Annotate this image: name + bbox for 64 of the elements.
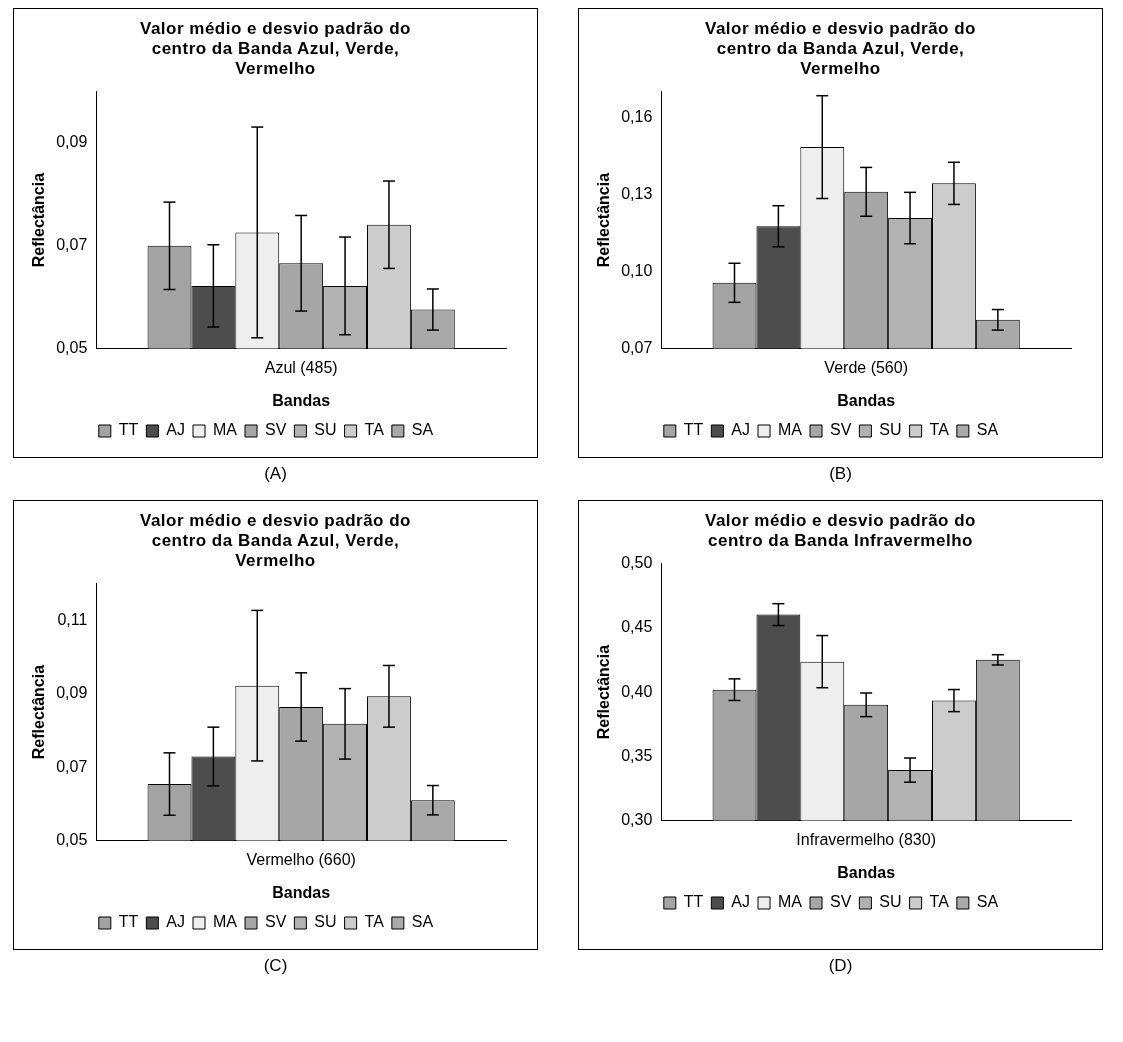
y-tick-label: 0,30	[620, 811, 652, 829]
x-tick-label: Verde (560)	[823, 358, 908, 376]
text: (C)	[263, 956, 288, 976]
legend-label: TT	[683, 421, 704, 439]
legend-label: AJ	[730, 421, 750, 439]
y-tick-label: 0,05	[55, 831, 87, 849]
chart-title: Valor médio e desvio padrão do centro da Banda Azul, Verde, Vermelho	[139, 19, 412, 79]
legend-label: MA	[212, 421, 237, 439]
legend-label: SA	[411, 421, 434, 439]
legend-label: SV	[829, 421, 852, 439]
y-tick-label: 0,13	[620, 184, 652, 202]
legend-label: AJ	[730, 893, 750, 911]
chart-title: Valor médio e desvio padrão do centro da Banda Infravermelho	[704, 511, 977, 551]
text: (A)	[264, 464, 287, 484]
legend-label: SV	[264, 913, 287, 931]
y-tick-label: 0,09	[55, 684, 87, 702]
legend-label: MA	[777, 893, 802, 911]
y-tick-label: 0,07	[620, 339, 652, 357]
legend-label: SA	[976, 421, 999, 439]
legend-label: TA	[364, 421, 384, 439]
text: (B)	[829, 464, 852, 484]
y-tick-label: 0,05	[55, 339, 87, 357]
y-tick-label: 0,50	[620, 554, 652, 572]
legend-label: SV	[829, 893, 852, 911]
y-tick-label: 0,11	[56, 610, 87, 628]
x-axis-title: Bandas	[271, 391, 330, 409]
legend-label: TA	[929, 893, 949, 911]
y-tick-label: 0,09	[55, 133, 87, 151]
y-tick-label: 0,35	[620, 746, 652, 764]
legend-label: SU	[313, 421, 337, 439]
text: (D)	[828, 956, 853, 976]
y-axis-title: Reflectância	[29, 172, 47, 268]
y-tick-label: 0,10	[620, 261, 652, 279]
legend-label: TT	[683, 893, 704, 911]
legend-label: TT	[118, 421, 139, 439]
chart-title: Valor médio e desvio padrão do centro da Banda Azul, Verde, Vermelho	[139, 511, 412, 571]
legend-label: AJ	[165, 913, 185, 931]
x-axis-title: Bandas	[836, 391, 895, 409]
x-tick-label: Vermelho (660)	[245, 850, 356, 868]
chart-title: Valor médio e desvio padrão do centro da Banda Azul, Verde, Vermelho	[704, 19, 977, 79]
y-axis-title: Reflectância	[29, 664, 47, 760]
legend-label: SV	[264, 421, 287, 439]
legend-label: SU	[313, 913, 337, 931]
legend-label: TA	[929, 421, 949, 439]
y-tick-label: 0,16	[620, 107, 652, 125]
legend-label: SA	[976, 893, 999, 911]
x-tick-label: Azul (485)	[264, 358, 338, 376]
legend-label: SU	[878, 893, 902, 911]
legend-label: TA	[364, 913, 384, 931]
y-tick-label: 0,07	[55, 236, 87, 254]
legend-label: SU	[878, 421, 902, 439]
legend-label: SA	[411, 913, 434, 931]
y-tick-label: 0,40	[620, 682, 652, 700]
legend-label: TT	[118, 913, 139, 931]
y-axis-title: Reflectância	[594, 172, 612, 268]
y-tick-label: 0,07	[55, 757, 87, 775]
x-axis-title: Bandas	[836, 863, 895, 881]
y-axis-title: Reflectância	[594, 644, 612, 740]
legend-label: AJ	[165, 421, 185, 439]
x-axis-title: Bandas	[271, 883, 330, 901]
x-tick-label: Infravermelho (830)	[795, 830, 936, 848]
legend-label: MA	[777, 421, 802, 439]
legend-label: MA	[212, 913, 237, 931]
y-tick-label: 0,45	[620, 618, 652, 636]
